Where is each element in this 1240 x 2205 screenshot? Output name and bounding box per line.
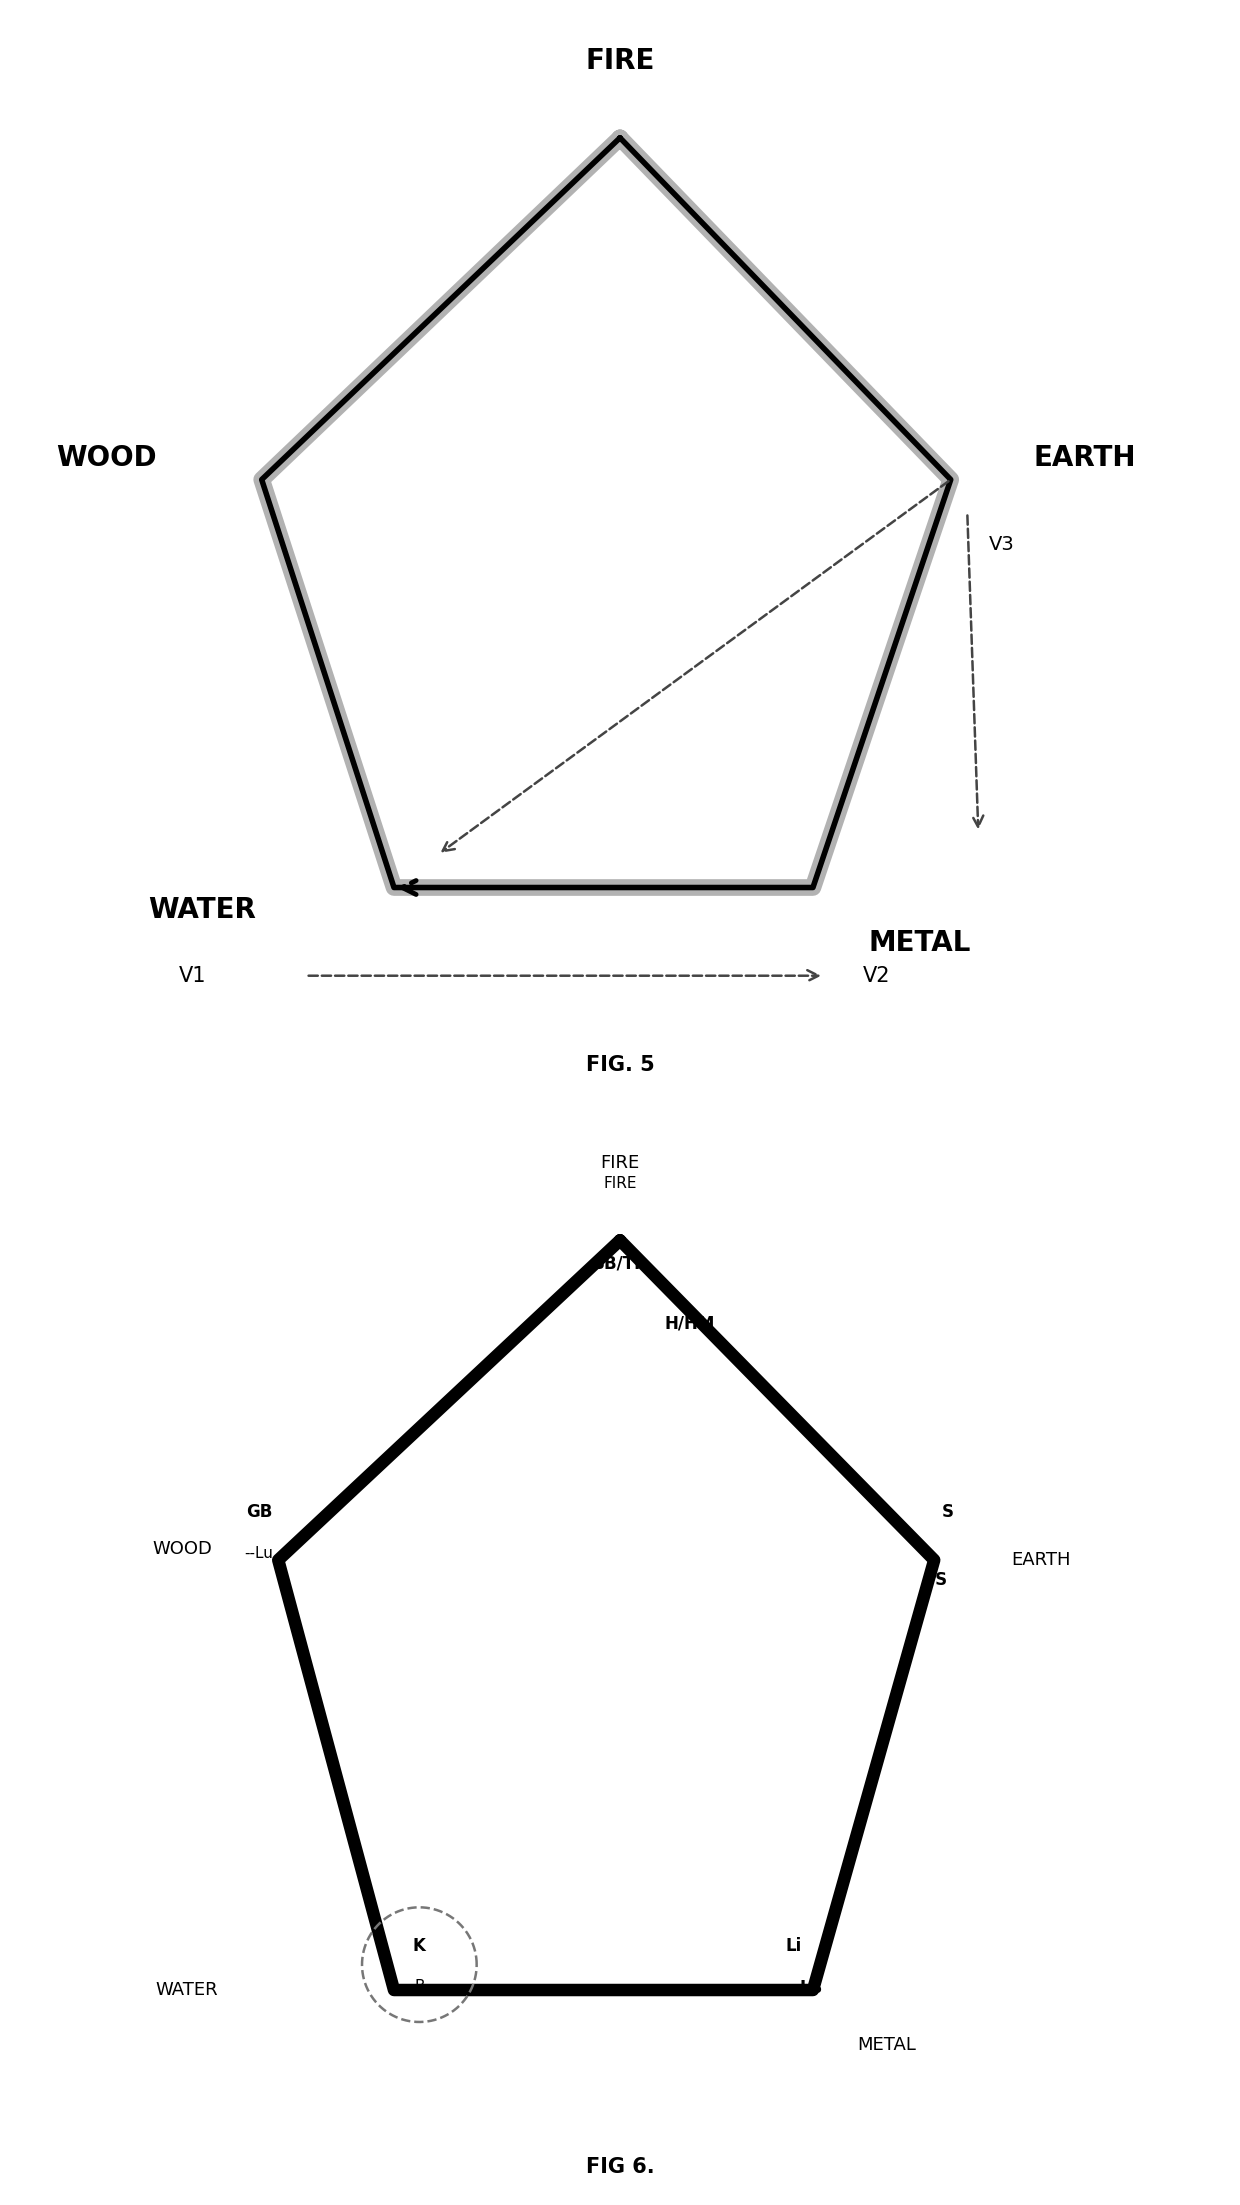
Text: V3: V3: [990, 536, 1016, 553]
Text: METAL: METAL: [868, 928, 971, 957]
Text: FIG. 5: FIG. 5: [585, 1054, 655, 1074]
Text: FIG 6.: FIG 6.: [585, 2156, 655, 2179]
Text: K: K: [413, 1936, 425, 1956]
Text: V2: V2: [863, 966, 890, 986]
Text: WATER: WATER: [149, 895, 257, 924]
Text: EARTH: EARTH: [1033, 443, 1136, 472]
Text: V1: V1: [179, 966, 207, 986]
Text: GB: GB: [247, 1504, 273, 1521]
Text: WOOD: WOOD: [153, 1539, 212, 1559]
Text: Li: Li: [786, 1936, 802, 1956]
Text: FIRE: FIRE: [585, 46, 655, 75]
Text: LB: LB: [799, 1980, 822, 1998]
Text: H/HM: H/HM: [665, 1314, 714, 1332]
Text: SB/TR: SB/TR: [593, 1255, 647, 1272]
Text: EARTH: EARTH: [1012, 1550, 1071, 1570]
Text: METAL: METAL: [857, 2035, 916, 2055]
Text: --Lu: --Lu: [244, 1546, 273, 1561]
Text: B: B: [414, 1980, 424, 1993]
Text: S: S: [942, 1504, 954, 1521]
Text: FIRE: FIRE: [600, 1153, 640, 1173]
Text: PS: PS: [924, 1570, 947, 1590]
Text: FIRE: FIRE: [603, 1175, 637, 1191]
Text: WOOD: WOOD: [56, 443, 157, 472]
Text: WATER: WATER: [155, 1980, 217, 2000]
